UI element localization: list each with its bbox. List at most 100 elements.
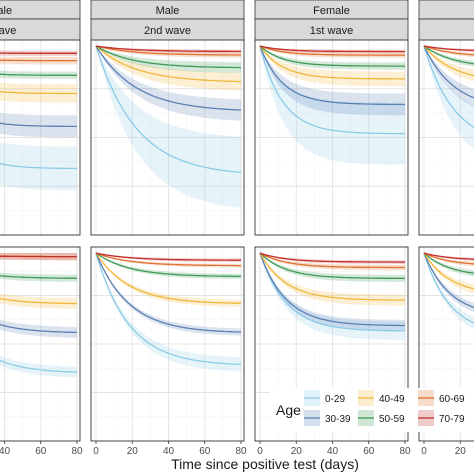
- x-tick-label: 0: [93, 446, 99, 457]
- confidence-band-40-49: [0, 293, 77, 309]
- series-line-0-29: [0, 359, 77, 373]
- panel-border: [90, 246, 245, 442]
- confidence-band-0-29: [0, 355, 77, 378]
- series-line-70-79: [95, 45, 241, 53]
- series-line-0-29: [0, 162, 77, 170]
- legend-item-70-79: 70-79: [418, 410, 465, 426]
- panels-layer: lale wave Male 2nd wave Female 1st wave 0 20 40 6…: [0, 0, 474, 457]
- confidence-band-40-49: [260, 253, 405, 306]
- series-line-40-49: [0, 90, 77, 95]
- strip-wave-label: wave: [0, 25, 16, 37]
- panel-r2-c2: 0 20 40 60 80: [90, 246, 247, 457]
- x-tick-label: 80: [235, 446, 247, 457]
- series-line-70-79: [0, 52, 77, 54]
- series-line-50-59: [259, 45, 405, 67]
- confidence-band-40-49: [96, 46, 241, 91]
- series-line-70-79: [423, 252, 474, 260]
- confidence-band-50-59: [260, 253, 405, 282]
- series-line-50-59: [0, 275, 77, 279]
- series-line-50-59: [423, 45, 474, 65]
- confidence-band-30-39: [424, 253, 474, 313]
- series-line-50-59: [259, 252, 405, 280]
- series-line-30-39: [423, 252, 474, 309]
- series-line-40-49: [259, 45, 405, 80]
- series-line-40-49: [95, 252, 241, 304]
- series-line-40-49: [423, 45, 474, 77]
- series-line-60-69: [0, 59, 77, 62]
- legend-label: 0-29: [325, 394, 345, 405]
- series-line-0-29: [95, 45, 242, 174]
- confidence-band-40-49: [96, 253, 241, 307]
- series-line-30-39: [259, 45, 405, 106]
- confidence-band-40-49: [424, 253, 474, 294]
- legend-item-30-39: 30-39: [304, 410, 351, 426]
- x-tick-label: 20: [455, 446, 467, 457]
- strip-sex-label: Female: [313, 5, 350, 17]
- confidence-band-0-29: [424, 253, 474, 330]
- confidence-band-0-29: [0, 142, 77, 191]
- confidence-band-60-69: [96, 253, 241, 268]
- panel-r1-c4: [418, 0, 474, 236]
- legend-label: 40-49: [379, 394, 405, 405]
- panel-border: [254, 246, 409, 442]
- legend-item-60-69: 60-69: [418, 390, 465, 406]
- series-line-40-49: [423, 252, 474, 290]
- confidence-band-30-39: [260, 46, 405, 116]
- strip-wave-label: 1st wave: [310, 25, 353, 37]
- strip-sex-label: Male: [156, 5, 180, 17]
- series-line-30-39: [259, 252, 405, 327]
- series-line-30-39: [95, 252, 242, 333]
- x-tick-label: 0: [421, 446, 427, 457]
- x-tick-label: 60: [199, 446, 211, 457]
- confidence-band-0-29: [260, 253, 405, 340]
- panel-border: [418, 246, 474, 442]
- legend-item-50-59: 50-59: [358, 410, 405, 426]
- x-tick-label: 60: [35, 446, 47, 457]
- panel-border: [0, 246, 81, 442]
- strip-sex-label: lale: [0, 5, 12, 17]
- x-tick-label: 80: [71, 446, 83, 457]
- series-line-50-59: [95, 252, 241, 278]
- series-line-50-59: [95, 45, 242, 69]
- series-line-30-39: [423, 45, 474, 99]
- series-line-0-29: [423, 45, 474, 129]
- x-axis-label: Time since positive test (days): [171, 456, 359, 472]
- series-line-60-69: [95, 252, 241, 267]
- series-line-30-39: [0, 122, 77, 128]
- series-line-70-79: [423, 45, 474, 52]
- facet-strip-sex: [418, 0, 474, 20]
- legend-label: 30-39: [325, 414, 351, 425]
- legend-background: [270, 388, 474, 432]
- x-tick-label: 40: [163, 446, 175, 457]
- series-line-70-79: [95, 252, 241, 261]
- panel-r1-c2: Male 2nd wave: [90, 0, 245, 236]
- confidence-band-70-79: [260, 253, 405, 264]
- series-line-0-29: [423, 252, 474, 324]
- x-tick-label: 40: [0, 446, 10, 457]
- panel-border: [254, 39, 409, 236]
- series-line-40-49: [0, 297, 77, 305]
- series-line-60-69: [259, 252, 405, 269]
- confidence-band-60-69: [260, 253, 405, 271]
- x-tick-label: 20: [127, 446, 139, 457]
- confidence-band-40-49: [260, 46, 405, 87]
- series-line-30-39: [95, 45, 242, 111]
- facet-strip-wave: [418, 18, 474, 41]
- series-line-0-29: [95, 252, 242, 366]
- x-tick-label: 40: [327, 446, 339, 457]
- x-tick-label: 0: [257, 446, 263, 457]
- series-line-40-49: [259, 252, 405, 301]
- confidence-band-50-59: [260, 46, 405, 70]
- confidence-band-0-29: [96, 253, 241, 372]
- strip-wave-label: 2nd wave: [144, 25, 191, 37]
- series-line-60-69: [259, 45, 405, 56]
- series-line-0-29: [259, 252, 406, 332]
- series-line-60-69: [423, 45, 474, 56]
- legend-label: 60-69: [439, 394, 465, 405]
- series-line-0-29: [259, 45, 405, 135]
- panel-border: [0, 39, 81, 236]
- legend-label: 70-79: [439, 414, 465, 425]
- series-line-50-59: [0, 73, 77, 76]
